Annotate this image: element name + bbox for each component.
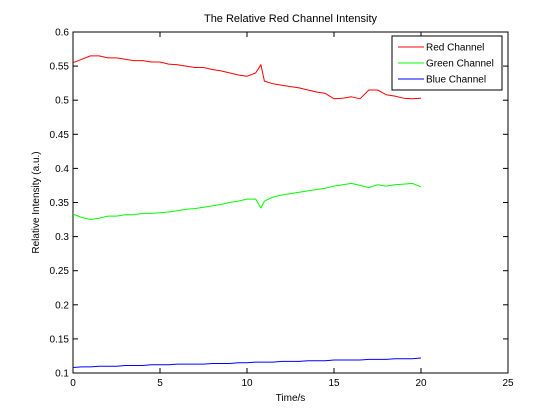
y-tick-label: 0.5 [55, 96, 69, 107]
y-tick-label: 0.35 [50, 198, 70, 209]
x-tick-label: 5 [157, 378, 163, 389]
x-tick-label: 15 [328, 378, 340, 389]
y-tick-label: 0.25 [50, 266, 70, 277]
y-tick-label: 0.45 [50, 130, 70, 141]
legend-label: Green Channel [426, 59, 494, 70]
y-tick-label: 0.6 [55, 28, 69, 39]
y-tick-label: 0.3 [55, 232, 69, 243]
legend-label: Blue Channel [426, 75, 486, 86]
x-axis-label: Time/s [276, 393, 306, 404]
series-line-blue-channel [72, 357, 422, 368]
y-tick-label: 0.15 [50, 334, 70, 345]
x-tick-label: 20 [415, 378, 427, 389]
x-tick-label: 10 [241, 378, 253, 389]
y-tick-label: 0.2 [55, 300, 69, 311]
y-tick-label: 0.4 [55, 164, 69, 175]
x-tick-label: 0 [70, 378, 76, 389]
y-tick-label: 0.55 [50, 62, 70, 73]
y-tick-label: 0.1 [55, 369, 69, 380]
series-line-green-channel [72, 182, 422, 220]
series-line-red-channel [72, 55, 422, 100]
chart-title: The Relative Red Channel Intensity [204, 13, 378, 25]
legend: Red Channel Green Channel Blue Channel [391, 35, 503, 91]
y-axis-label: Relative Intensity (a.u.) [31, 151, 42, 253]
legend-label: Red Channel [426, 43, 484, 54]
x-tick-label: 25 [502, 378, 514, 389]
